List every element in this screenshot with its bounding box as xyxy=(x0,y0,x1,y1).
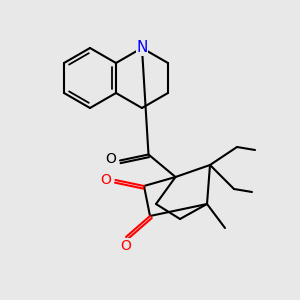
Text: O: O xyxy=(121,239,131,253)
Text: O: O xyxy=(106,152,116,166)
Text: O: O xyxy=(100,173,111,187)
Text: N: N xyxy=(136,40,148,56)
